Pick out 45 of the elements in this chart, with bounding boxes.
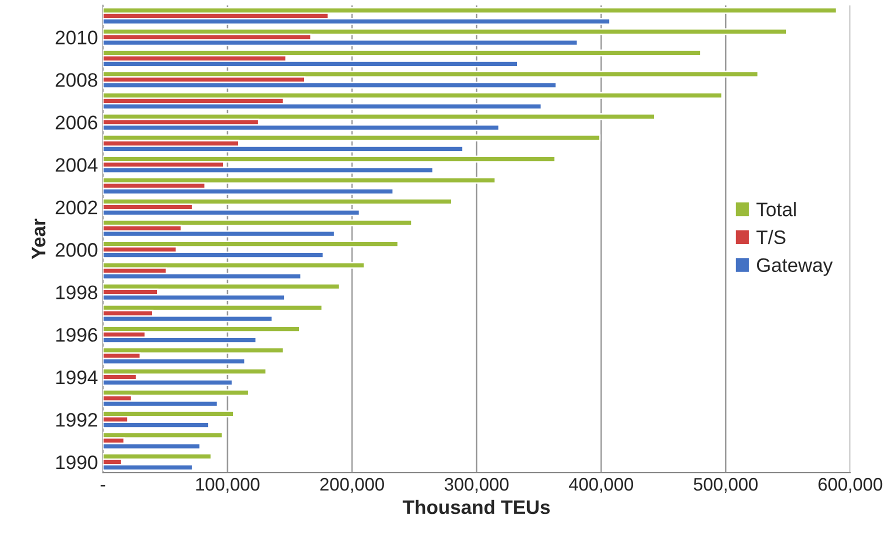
- bar: [102, 156, 556, 163]
- bar: [102, 410, 234, 418]
- x-axis-title: Thousand TEUs: [402, 500, 550, 514]
- y-tick-label: 2004: [56, 158, 98, 172]
- y-tick-label: 1994: [56, 370, 98, 384]
- y-tick-label: 2002: [56, 200, 98, 214]
- y-tick-label: 2008: [56, 73, 98, 87]
- x-tick-label: 600,000: [818, 478, 882, 493]
- bar: [102, 113, 656, 120]
- y-tick-label: 1996: [56, 328, 98, 342]
- bar: [102, 6, 838, 14]
- bar: [102, 70, 759, 78]
- bar: [102, 28, 788, 36]
- bar: [102, 304, 323, 312]
- bar: [102, 389, 250, 396]
- x-tick-label: 300,000: [444, 478, 509, 493]
- y-axis-title: Year: [32, 218, 46, 260]
- bar: [102, 134, 601, 142]
- x-tick-label: 200,000: [320, 478, 384, 493]
- bar: [102, 452, 212, 460]
- bar: [102, 432, 224, 439]
- x-tick-label: -: [100, 485, 106, 486]
- y-tick-label: 1992: [56, 412, 98, 427]
- bar: [102, 368, 267, 375]
- y-tick-label: 2006: [56, 116, 98, 130]
- bar: [102, 219, 413, 226]
- y-tick-label: 1990: [56, 455, 98, 470]
- x-tick-label: 500,000: [694, 478, 758, 493]
- bar: [102, 283, 340, 290]
- y-tick-label: 2010: [56, 30, 98, 44]
- bar: [102, 49, 702, 56]
- legend-label: Gateway: [757, 258, 833, 276]
- bar: [102, 262, 366, 269]
- legend-label: Total: [756, 202, 796, 216]
- y-tick-label: 2000: [56, 243, 98, 257]
- x-tick-label: 100,000: [196, 478, 260, 493]
- bar: [102, 240, 399, 248]
- legend-label: T/S: [756, 230, 786, 244]
- bar: [102, 92, 723, 99]
- bar: [102, 198, 452, 206]
- bar: [102, 326, 300, 332]
- bar: [102, 176, 496, 184]
- y-tick-label: 1998: [56, 286, 98, 300]
- x-tick-label: 400,000: [568, 478, 634, 493]
- bar: [102, 346, 284, 354]
